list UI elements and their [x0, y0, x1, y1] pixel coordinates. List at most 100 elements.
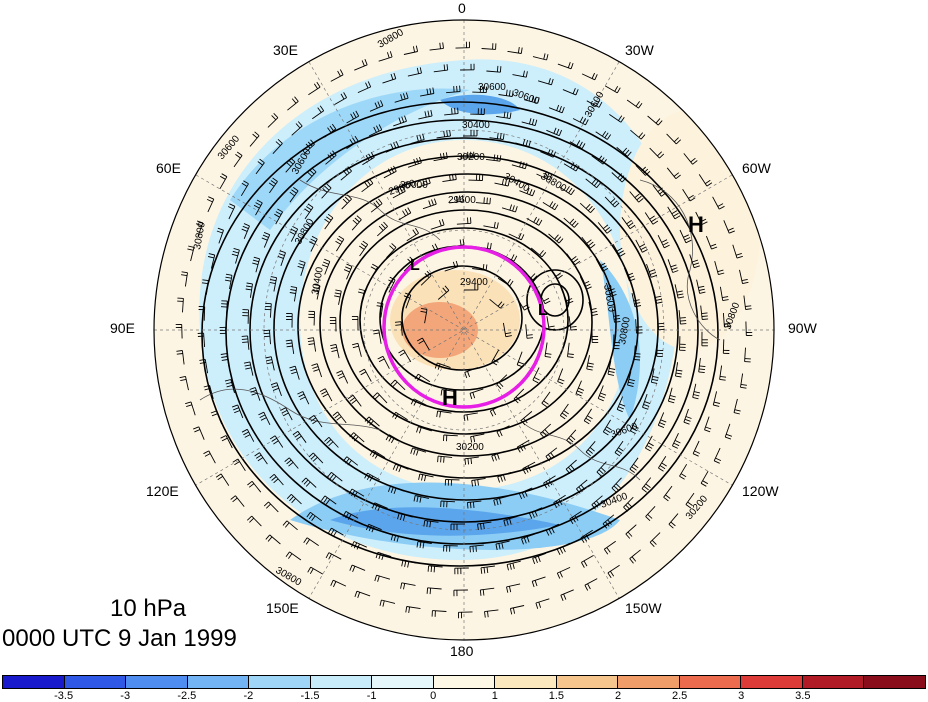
- wind-barb: [310, 566, 324, 575]
- wind-barb: [515, 142, 530, 148]
- wind-barb-flag: [407, 258, 413, 264]
- wind-barb-flag: [299, 396, 306, 400]
- wind-barb: [562, 89, 577, 96]
- wind-barb: [310, 511, 322, 522]
- wind-barb-flag: [658, 467, 664, 472]
- wind-barb-flag: [398, 117, 402, 124]
- colorbar-segment: [556, 676, 619, 688]
- wind-barb-flag: [250, 389, 257, 393]
- wind-barb-flag: [543, 53, 546, 60]
- wind-barb: [203, 306, 206, 321]
- wind-barb-flag: [332, 411, 338, 416]
- wind-barb-flag: [508, 586, 512, 593]
- wind-barb-flag: [568, 187, 573, 194]
- wind-barb-flag: [537, 97, 540, 104]
- wind-barb: [351, 219, 362, 231]
- wind-barb-flag: [389, 51, 393, 58]
- wind-barb-flag: [253, 256, 260, 260]
- wind-barb-flag: [415, 449, 419, 456]
- wind-barb: [321, 187, 332, 199]
- wind-barb-flag: [186, 404, 193, 408]
- wind-barb-flag: [525, 139, 529, 147]
- wind-barb-flag: [334, 295, 341, 298]
- wind-barb-flag: [571, 516, 576, 523]
- wind-barb: [269, 534, 281, 545]
- wind-barb-flag: [673, 137, 679, 143]
- wind-barb-flag: [503, 111, 506, 118]
- wind-barb-flag: [307, 171, 313, 177]
- wind-barb-flag: [334, 413, 340, 419]
- wind-barb-flag: [325, 499, 331, 505]
- wind-barb-flag: [290, 368, 297, 372]
- wind-barb: [190, 247, 195, 262]
- wind-barb: [667, 259, 674, 273]
- wind-barb-flag: [290, 289, 297, 291]
- wind-barb-flag: [643, 403, 650, 407]
- wind-barb-flag: [628, 275, 635, 279]
- wind-barb: [308, 86, 321, 96]
- negative-anomaly-core-2: [230, 88, 470, 231]
- wind-barb-flag: [228, 206, 234, 210]
- wind-barb-flag: [518, 361, 525, 365]
- wind-barb-flag: [472, 501, 475, 508]
- wind-barb-flag: [506, 564, 509, 571]
- colorbar-tick-label: 0: [430, 690, 437, 702]
- wind-barb-flag: [412, 229, 417, 236]
- wind-barb-flag: [570, 189, 575, 195]
- wind-barb-flag: [617, 408, 623, 413]
- wind-barb-flag: [503, 520, 506, 527]
- wind-barb-flag: [602, 268, 609, 272]
- wind-barb-flag: [277, 255, 284, 259]
- wind-barb-flag: [563, 410, 569, 415]
- wind-barb-flag: [659, 189, 665, 195]
- wind-barb-flag: [610, 293, 617, 297]
- wind-barb: [520, 411, 533, 421]
- wind-barb-flag: [629, 468, 635, 473]
- wind-barb-flag: [234, 461, 240, 466]
- wind-barb-flag: [565, 186, 570, 192]
- wind-barb-flag: [364, 181, 369, 188]
- wind-barb-flag: [606, 426, 612, 431]
- wind-barb-flag: [217, 476, 223, 481]
- wind-barb-flag: [651, 539, 657, 545]
- wind-barb-flag: [593, 180, 599, 187]
- wind-barb-flag: [405, 92, 409, 99]
- wind-barb-flag: [452, 261, 456, 268]
- wind-barb-flag: [591, 310, 598, 314]
- wind-barb-flag: [591, 313, 598, 317]
- wind-barb: [400, 321, 403, 336]
- wind-barb-flag: [583, 280, 590, 285]
- wind-barb-flag: [285, 339, 292, 342]
- wind-barb-flag: [351, 541, 355, 548]
- wind-barb: [294, 366, 300, 380]
- wind-barb: [483, 225, 498, 229]
- wind-barb-flag: [388, 279, 395, 284]
- wind-barb-flag: [648, 442, 654, 447]
- wind-barb: [219, 176, 228, 190]
- wind-barb: [285, 161, 296, 173]
- wind-barb-flag: [364, 472, 368, 479]
- wind-barb-flag: [405, 292, 411, 296]
- wind-barb-flag: [604, 428, 611, 433]
- wind-barb: [486, 158, 501, 162]
- wind-barb: [259, 452, 268, 465]
- wind-barb: [441, 389, 456, 392]
- wind-barb: [270, 356, 275, 371]
- wind-barb-flag: [321, 264, 328, 268]
- wind-barb-flag: [241, 338, 248, 340]
- wind-barb-flag: [312, 456, 318, 462]
- wind-barb-flag: [596, 471, 602, 477]
- wind-barb-flag: [418, 156, 422, 163]
- wind-barb-flag: [342, 456, 348, 462]
- wind-barb: [559, 403, 569, 416]
- wind-barb-flag: [263, 332, 270, 335]
- wind-barb-flag: [443, 130, 446, 137]
- wind-barb: [233, 155, 243, 168]
- wind-barb: [666, 133, 677, 145]
- wind-barb-flag: [294, 433, 300, 438]
- wind-barb: [583, 408, 592, 422]
- wind-barb-flag: [372, 392, 378, 398]
- wind-barb-flag: [349, 432, 355, 438]
- wind-barb: [372, 449, 386, 458]
- wind-barb-flag: [220, 353, 227, 355]
